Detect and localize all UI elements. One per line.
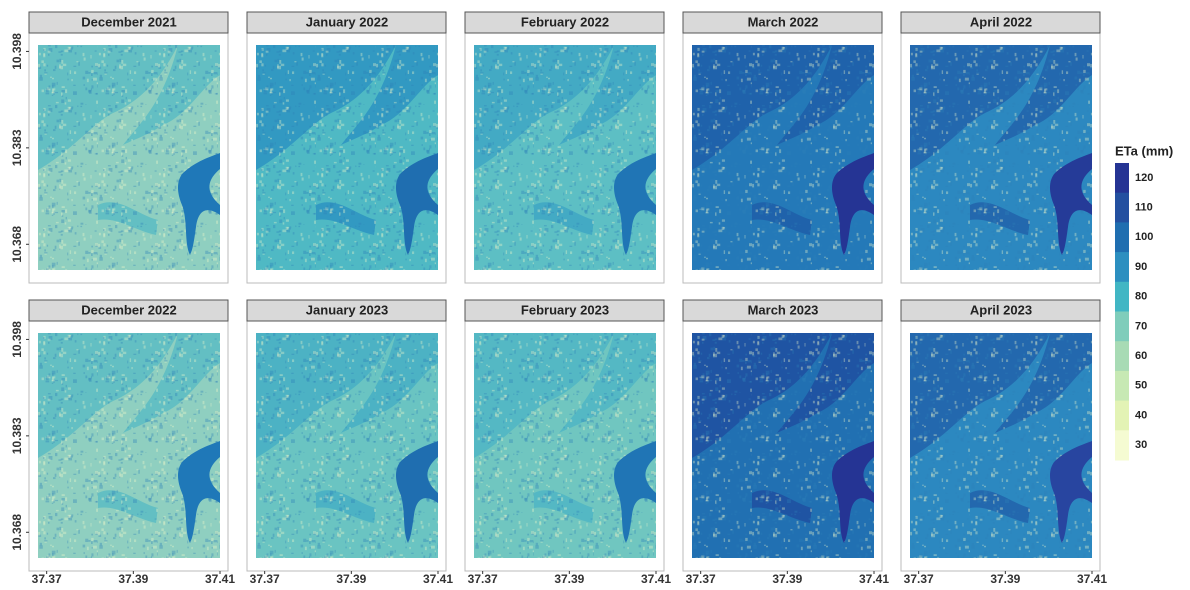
y-tick-label: 10.368 <box>10 514 24 551</box>
y-tick-label: 10.398 <box>10 321 24 358</box>
panel: December 2022 <box>29 300 228 571</box>
panel-title: January 2022 <box>306 14 388 29</box>
legend-swatch <box>1115 341 1129 371</box>
legend-swatch <box>1115 252 1129 282</box>
x-tick-label: 37.37 <box>468 572 498 586</box>
y-tick-label: 10.398 <box>10 33 24 70</box>
legend-swatch <box>1115 430 1129 460</box>
panel-title: March 2022 <box>748 14 819 29</box>
x-tick-label: 37.39 <box>118 572 148 586</box>
x-tick-label: 37.37 <box>686 572 716 586</box>
panel: January 2022 <box>247 12 446 283</box>
legend-label: 30 <box>1135 439 1147 451</box>
x-tick-label: 37.37 <box>904 572 934 586</box>
panel: February 2023 <box>465 300 664 571</box>
x-tick-label: 37.37 <box>32 572 62 586</box>
y-tick-label: 10.368 <box>10 226 24 263</box>
panel-title: March 2023 <box>748 302 819 317</box>
x-tick-label: 37.41 <box>641 572 671 586</box>
legend-label: 100 <box>1135 231 1153 243</box>
legend-label: 80 <box>1135 291 1147 303</box>
x-tick-label: 37.37 <box>250 572 280 586</box>
panel: April 2023 <box>901 300 1100 571</box>
y-tick-label: 10.383 <box>10 417 24 454</box>
y-tick-label: 10.383 <box>10 129 24 166</box>
panel-title: February 2022 <box>521 14 609 29</box>
panel-title: April 2022 <box>970 14 1032 29</box>
legend-swatch <box>1115 193 1129 223</box>
legend-title: ETa (mm) <box>1115 143 1173 158</box>
x-tick-label: 37.39 <box>772 572 802 586</box>
legend-swatch <box>1115 401 1129 431</box>
panel-title: December 2022 <box>81 302 176 317</box>
legend-swatch <box>1115 312 1129 342</box>
panel: February 2022 <box>465 12 664 283</box>
legend-label: 50 <box>1135 380 1147 392</box>
panel: April 2022 <box>901 12 1100 283</box>
panel: December 2021 <box>29 12 228 283</box>
x-tick-label: 37.41 <box>423 572 453 586</box>
panel-title: February 2023 <box>521 302 609 317</box>
x-tick-label: 37.39 <box>336 572 366 586</box>
legend-label: 40 <box>1135 409 1147 421</box>
legend-swatch <box>1115 371 1129 401</box>
panel: March 2022 <box>683 12 882 283</box>
panel-title: April 2023 <box>970 302 1032 317</box>
panel-title: December 2021 <box>81 14 176 29</box>
legend-swatch <box>1115 163 1129 193</box>
x-tick-label: 37.41 <box>1077 572 1107 586</box>
figure: December 2021 10.398 10.383 10.368 January 2… <box>0 0 1190 590</box>
panel-title: January 2023 <box>306 302 388 317</box>
legend-swatch <box>1115 222 1129 252</box>
legend-swatch <box>1115 282 1129 312</box>
legend-label: 110 <box>1135 201 1153 213</box>
x-tick-label: 37.39 <box>554 572 584 586</box>
x-tick-label: 37.41 <box>859 572 889 586</box>
x-tick-label: 37.39 <box>990 572 1020 586</box>
panel: March 2023 <box>683 300 882 571</box>
legend-label: 60 <box>1135 350 1147 362</box>
legend-label: 120 <box>1135 172 1153 184</box>
x-tick-label: 37.41 <box>205 572 235 586</box>
legend-label: 70 <box>1135 320 1147 332</box>
panel: January 2023 <box>247 300 446 571</box>
legend-label: 90 <box>1135 261 1147 273</box>
